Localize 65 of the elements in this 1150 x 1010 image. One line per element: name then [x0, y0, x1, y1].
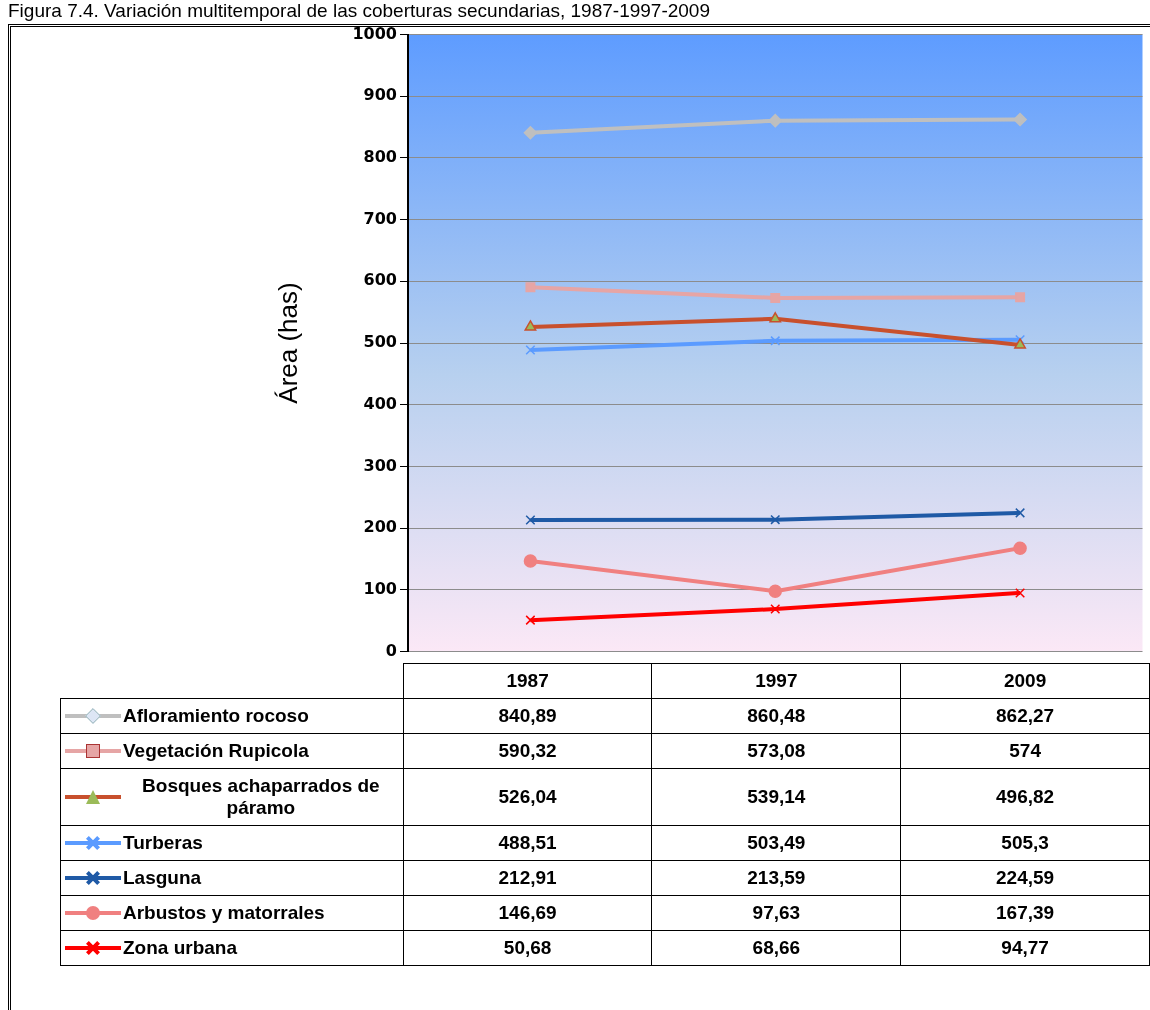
data-label: 224,59 — [900, 860, 1150, 896]
data-label: 574 — [900, 733, 1150, 769]
point — [1015, 587, 1026, 598]
data-label: 167,39 — [900, 895, 1150, 931]
x-tick-label: 2009 — [900, 663, 1150, 699]
point — [1015, 507, 1026, 518]
data-label: 840,89 — [403, 698, 652, 734]
y-tick-label: 400 — [363, 393, 397, 413]
legend-label: Afloramiento rocoso — [123, 705, 309, 727]
data-label: 212,91 — [403, 860, 652, 896]
y-tick-label: 700 — [363, 208, 397, 228]
point — [525, 345, 536, 356]
point — [770, 514, 781, 525]
y-axis-title: Área (has) — [272, 282, 303, 404]
data-label: 496,82 — [900, 768, 1150, 826]
y-tick-label: 800 — [363, 147, 397, 167]
data-label: 488,51 — [403, 825, 652, 861]
data-label: 503,49 — [651, 825, 901, 861]
point — [1013, 112, 1027, 127]
chart-title: Figura 7.4. Variación multitemporal de las coberturas secundarias, 1987-1997-2009 — [8, 0, 710, 22]
point — [770, 292, 781, 303]
data-label: 860,48 — [651, 698, 901, 734]
legend-label: Arbustos y matorrales — [123, 902, 325, 924]
data-label: 68,66 — [651, 930, 901, 966]
y-tick-label: 100 — [363, 578, 397, 598]
y-tick-label: 500 — [363, 332, 397, 352]
y-tick-label: 0 — [385, 640, 397, 660]
point — [523, 554, 538, 568]
point — [525, 282, 536, 293]
x-tick-label: 1987 — [403, 663, 652, 699]
data-label: 862,27 — [900, 698, 1150, 734]
data-label: 590,32 — [403, 733, 652, 769]
data-label: 97,63 — [651, 895, 901, 931]
data-label: 146,69 — [403, 895, 652, 931]
y-tick-label: 200 — [363, 517, 397, 537]
data-label: 526,04 — [403, 768, 652, 826]
data-label: 50,68 — [403, 930, 652, 966]
y-tick-label: 300 — [363, 455, 397, 475]
legend-label: Vegetación Rupicola — [123, 740, 309, 762]
point — [524, 320, 537, 331]
legend-label: Zona urbana — [123, 937, 238, 959]
point — [523, 125, 538, 140]
point — [1013, 541, 1027, 555]
y-tick-label: 600 — [363, 270, 397, 290]
data-label: 539,14 — [651, 768, 901, 826]
legend-label: Turberas — [123, 832, 203, 854]
point — [525, 615, 536, 626]
legend-label: Lasguna — [123, 867, 202, 889]
legend-label: Bosques achaparrados de páramo — [141, 775, 381, 819]
data-label: 213,59 — [651, 860, 901, 896]
x-tick-label: 1997 — [651, 663, 901, 699]
point — [1015, 292, 1026, 303]
point — [769, 312, 782, 323]
point — [1015, 334, 1026, 345]
data-label: 573,08 — [651, 733, 901, 769]
point — [770, 335, 781, 346]
point — [525, 515, 536, 526]
point — [768, 113, 782, 128]
y-tick-label: 900 — [363, 85, 397, 105]
point — [770, 604, 781, 615]
data-label: 94,77 — [900, 930, 1150, 966]
data-label: 505,3 — [900, 825, 1150, 861]
y-tick-label: 1000 — [352, 23, 397, 43]
point — [1014, 338, 1027, 349]
point — [768, 584, 782, 598]
